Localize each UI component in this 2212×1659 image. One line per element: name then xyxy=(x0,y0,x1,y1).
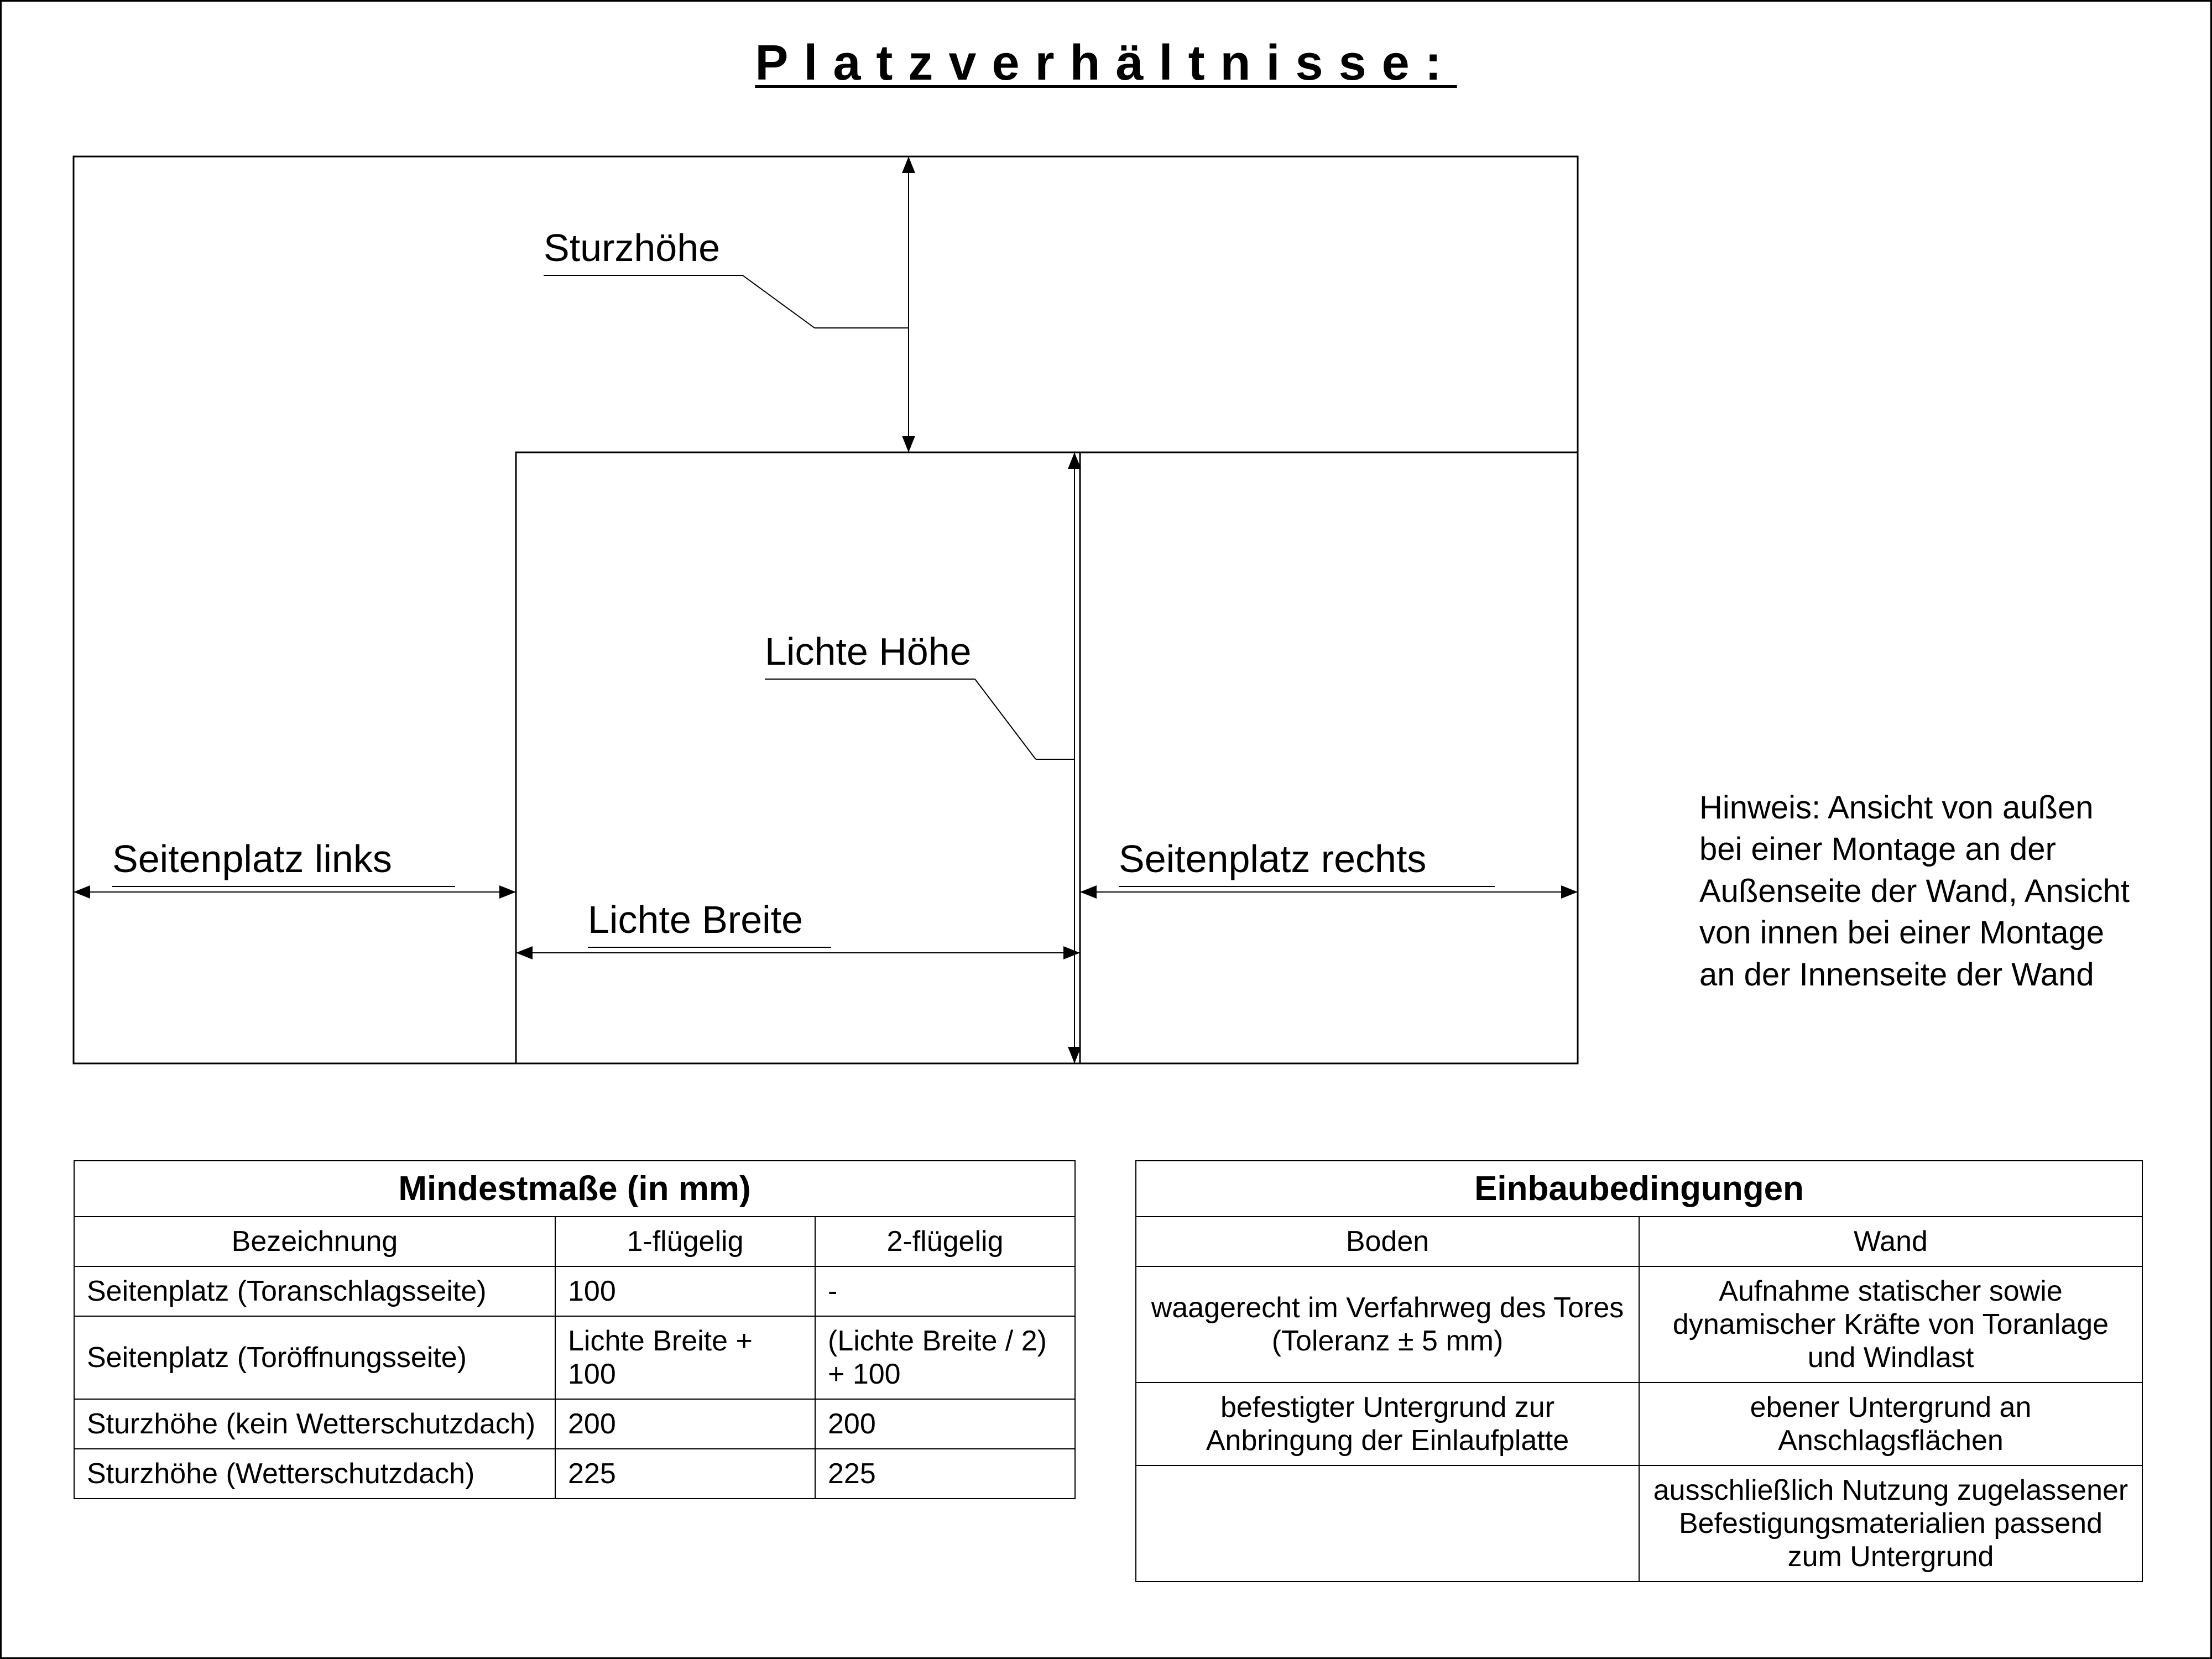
column-header: Bezeichnung xyxy=(74,1217,555,1266)
table-row: waagerecht im Verfahrweg des Tores (Tole… xyxy=(1136,1266,2142,1383)
table-cell: 200 xyxy=(815,1399,1075,1449)
table-cell: ebener Untergrund an Anschlagsflächen xyxy=(1639,1383,2142,1465)
table-row: Sturzhöhe (Wetterschutzdach)225225 xyxy=(74,1449,1075,1499)
table-cell: Seitenplatz (Toranschlagsseite) xyxy=(74,1266,555,1316)
table-cell: Seitenplatz (Toröffnungsseite) xyxy=(74,1316,555,1399)
table-cell: Lichte Breite + 100 xyxy=(555,1316,815,1399)
table-cell: (Lichte Breite / 2) + 100 xyxy=(815,1316,1075,1399)
table-cell: 200 xyxy=(555,1399,815,1449)
table-title: Einbaubedingungen xyxy=(1136,1161,2142,1217)
table-cell: waagerecht im Verfahrweg des Tores (Tole… xyxy=(1136,1266,1639,1383)
table-row: ausschließlich Nutzung zugelassener Befe… xyxy=(1136,1465,2142,1582)
table-title: Mindestmaße (in mm) xyxy=(74,1161,1075,1217)
table-cell: 225 xyxy=(815,1449,1075,1499)
table-row: befestigter Untergrund zur Anbringung de… xyxy=(1136,1383,2142,1465)
column-header: Boden xyxy=(1136,1217,1639,1266)
table-row: Seitenplatz (Toranschlagsseite)100- xyxy=(74,1266,1075,1316)
table-row: Seitenplatz (Toröffnungsseite)Lichte Bre… xyxy=(74,1316,1075,1399)
table-cell: befestigter Untergrund zur Anbringung de… xyxy=(1136,1383,1639,1465)
table-cell: Sturzhöhe (kein Wetterschutzdach) xyxy=(74,1399,555,1449)
label-seitenplatz-links: Seitenplatz links xyxy=(112,837,392,881)
table-einbaubedingungen: EinbaubedingungenBodenWandwaagerecht im … xyxy=(1135,1160,2143,1582)
label-seitenplatz-rechts: Seitenplatz rechts xyxy=(1119,837,1426,881)
column-header: 2-flügelig xyxy=(815,1217,1075,1266)
page: Platzverhältnisse: Sturzhöhe Lichte Höhe… xyxy=(0,0,2212,1659)
column-header: Wand xyxy=(1639,1217,2142,1266)
table-cell: Sturzhöhe (Wetterschutzdach) xyxy=(74,1449,555,1499)
label-lichte-hoehe: Lichte Höhe xyxy=(765,629,972,674)
label-lichte-breite: Lichte Breite xyxy=(588,898,803,942)
table-row: Sturzhöhe (kein Wetterschutzdach)200200 xyxy=(74,1399,1075,1449)
table-cell: 100 xyxy=(555,1266,815,1316)
table-mindestmasse: Mindestmaße (in mm)Bezeichnung1-flügelig… xyxy=(74,1160,1076,1499)
table-cell: Aufnahme statischer sowie dynamischer Kr… xyxy=(1639,1266,2142,1383)
table-cell: - xyxy=(815,1266,1075,1316)
label-sturzhoehe: Sturzhöhe xyxy=(544,226,720,270)
table-cell xyxy=(1136,1465,1639,1582)
table-cell: 225 xyxy=(555,1449,815,1499)
hint-text: Hinweis: Ansicht von außen bei einer Mon… xyxy=(1699,787,2136,995)
table-cell: ausschließlich Nutzung zugelassener Befe… xyxy=(1639,1465,2142,1582)
column-header: 1-flügelig xyxy=(555,1217,815,1266)
